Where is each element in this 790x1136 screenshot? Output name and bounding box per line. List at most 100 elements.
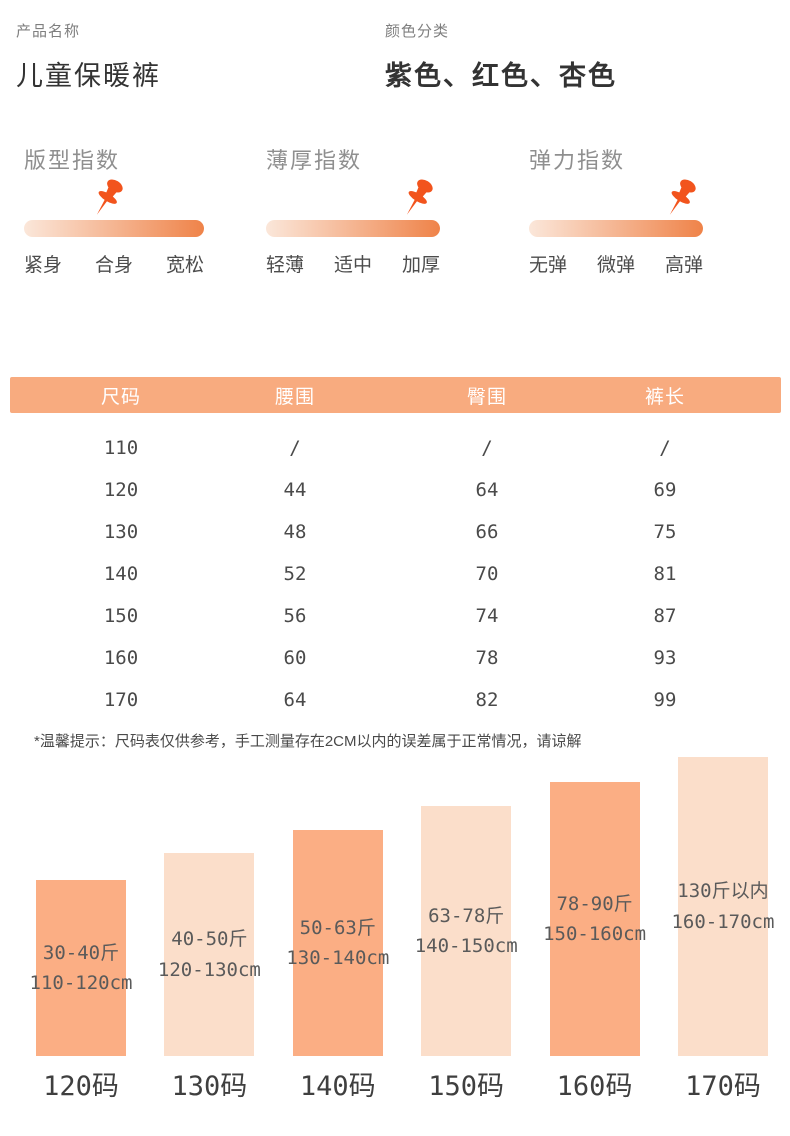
- gradient-track-bar: [266, 220, 440, 237]
- size-table: 尺码 腰围 臀围 裤长 110 / / / 120 44 64 69 130 4…: [10, 377, 781, 721]
- cell-length: 87: [653, 605, 677, 627]
- cell-waist: 56: [283, 605, 307, 627]
- color-category-block: 颜色分类 紫色、红色、杏色: [385, 20, 774, 93]
- bar-weight-label: 50-63斤: [299, 916, 376, 939]
- bar-weight-label: 63-78斤: [428, 904, 505, 927]
- gradient-track-bar: [529, 220, 703, 237]
- table-row: 170 64 82 99: [10, 679, 781, 721]
- column-header-size: 尺码: [100, 386, 141, 408]
- cell-length: 75: [653, 521, 677, 543]
- table-row: 130 48 66 75: [10, 511, 781, 553]
- chart-category-labels: 120码 130码 140码 150码 160码 170码: [36, 1064, 768, 1103]
- cell-size: 160: [103, 647, 139, 669]
- stretch-index-title: 弹力指数: [529, 148, 626, 173]
- cell-size: 140: [103, 563, 139, 585]
- cell-waist: 52: [283, 563, 307, 585]
- color-category-label: 颜色分类: [385, 23, 450, 40]
- table-row: 110 / / /: [10, 427, 781, 469]
- cell-waist: 48: [283, 521, 307, 543]
- category-label: 140码: [299, 1071, 376, 1102]
- cell-length: /: [659, 437, 671, 459]
- table-row: 160 60 78 93: [10, 637, 781, 679]
- fit-index-slider: 版型指数 紧身 合身 宽松: [24, 143, 204, 277]
- pushpin-icon: [90, 177, 127, 224]
- fit-index-track: [24, 177, 204, 237]
- chart-bars: 30-40斤 110-120cm 40-50斤 120-130cm 50-63斤…: [30, 757, 774, 1056]
- slider-label: 合身: [94, 255, 133, 276]
- table-row: 150 56 74 87: [10, 595, 781, 637]
- cell-size: 110: [103, 437, 139, 459]
- cell-size: 150: [103, 605, 139, 627]
- chart-bar: 50-63斤 130-140cm: [286, 830, 389, 1056]
- product-name-value: 儿童保暖裤: [16, 61, 161, 91]
- cell-length: 69: [653, 479, 677, 501]
- bar-height-label: 120-130cm: [157, 958, 261, 981]
- color-category-value: 紫色、红色、杏色: [385, 61, 617, 91]
- bar-height-label: 150-160cm: [543, 923, 647, 945]
- bar-weight-label: 78-90斤: [556, 892, 633, 915]
- bar-height-label: 140-150cm: [414, 935, 518, 957]
- product-name-label: 产品名称: [16, 23, 81, 40]
- category-label: 130码: [171, 1071, 248, 1102]
- cell-length: 81: [653, 563, 677, 585]
- cell-size: 130: [103, 521, 139, 543]
- table-row: 120 44 64 69: [10, 469, 781, 511]
- chart-bar: 30-40斤 110-120cm: [30, 880, 132, 1056]
- bar-height-label: 130-140cm: [286, 947, 390, 969]
- slider-label: 轻薄: [266, 255, 305, 276]
- cell-hip: /: [481, 437, 493, 459]
- size-disclaimer-note: *温馨提示：尺码表仅供参考，手工测量存在2CM以内的误差属于正常情况，请谅解: [34, 733, 582, 750]
- cell-waist: 64: [283, 689, 307, 711]
- cell-hip: 74: [475, 605, 499, 627]
- bar-height-label: 160-170cm: [671, 910, 775, 933]
- cell-hip: 78: [475, 647, 499, 669]
- pushpin-icon: [400, 177, 437, 224]
- cell-length: 99: [653, 689, 677, 711]
- size-table-header: 尺码 腰围 臀围 裤长: [10, 377, 781, 413]
- stretch-index-slider: 弹力指数 无弹 微弹 高弹: [529, 143, 703, 277]
- category-label: 150码: [428, 1071, 505, 1102]
- slider-label: 紧身: [24, 255, 63, 276]
- cell-size: 170: [103, 689, 139, 711]
- cell-waist: 44: [283, 479, 307, 501]
- gradient-track-bar: [24, 220, 204, 237]
- slider-label: 适中: [333, 255, 372, 276]
- column-header-length: 裤长: [644, 386, 685, 408]
- thickness-index-slider: 薄厚指数 轻薄 适中 加厚: [266, 143, 440, 277]
- bar-weight-label: 40-50斤: [171, 928, 248, 951]
- cell-size: 120: [103, 479, 139, 501]
- category-label: 170码: [685, 1071, 761, 1102]
- category-label: 120码: [43, 1071, 119, 1102]
- chart-bar: 63-78斤 140-150cm: [415, 806, 518, 1056]
- table-row: 140 52 70 81: [10, 553, 781, 595]
- bar-height-label: 110-120cm: [29, 972, 133, 994]
- chart-bar: 40-50斤 120-130cm: [158, 853, 261, 1056]
- cell-hip: 66: [475, 521, 499, 543]
- bar-weight-label: 30-40斤: [42, 941, 120, 964]
- column-header-waist: 腰围: [274, 386, 315, 408]
- slider-label: 加厚: [401, 255, 440, 276]
- cell-waist: /: [289, 437, 301, 459]
- slider-label: 微弹: [596, 255, 635, 276]
- size-table-body: 110 / / / 120 44 64 69 130 48 66 75 140 …: [10, 413, 781, 721]
- pushpin-icon: [663, 177, 700, 224]
- fit-index-title: 版型指数: [24, 148, 121, 173]
- product-info-section: 产品名称 儿童保暖裤 颜色分类 紫色、红色、杏色: [0, 0, 790, 93]
- slider-label: 无弹: [529, 255, 568, 276]
- thickness-index-title: 薄厚指数: [266, 148, 363, 173]
- stretch-index-labels: 无弹 微弹 高弹: [529, 250, 703, 277]
- cell-length: 93: [653, 647, 677, 669]
- cell-hip: 70: [475, 563, 499, 585]
- cell-hip: 64: [475, 479, 499, 501]
- fit-index-labels: 紧身 合身 宽松: [24, 250, 204, 277]
- chart-bar: 130斤以内 160-170cm: [671, 757, 774, 1056]
- slider-label: 宽松: [165, 255, 204, 276]
- product-name-block: 产品名称 儿童保暖裤: [16, 20, 385, 93]
- slider-label: 高弹: [664, 255, 703, 276]
- thickness-index-labels: 轻薄 适中 加厚: [266, 250, 440, 277]
- cell-waist: 60: [283, 647, 307, 669]
- bar-weight-label: 130斤以内: [677, 880, 769, 903]
- index-sliders-section: 版型指数 紧身 合身 宽松 薄厚指数: [0, 143, 790, 293]
- size-weight-chart: 30-40斤 110-120cm 40-50斤 120-130cm 50-63斤…: [0, 757, 790, 1103]
- chart-bar: 78-90斤 150-160cm: [543, 782, 646, 1056]
